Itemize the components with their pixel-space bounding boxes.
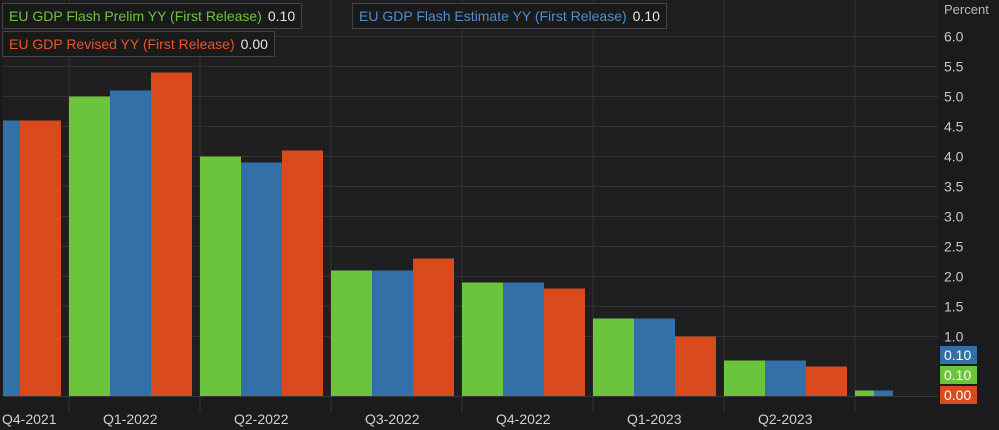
y-tick-label: 6.0 <box>944 29 964 45</box>
value-badge-estimate: 0.10 <box>944 347 971 363</box>
y-tick-label: 3.5 <box>944 179 964 195</box>
bar-revised[interactable] <box>806 366 847 397</box>
y-tick-label: 5.0 <box>944 89 964 105</box>
bar-estimate[interactable] <box>241 162 282 397</box>
bar-revised[interactable] <box>20 120 61 397</box>
bar-prelim[interactable] <box>331 270 372 397</box>
bar-estimate[interactable] <box>372 270 413 397</box>
legend-item-revised[interactable]: EU GDP Revised YY (First Release) 0.00 <box>2 31 275 57</box>
legend-label-prelim: EU GDP Flash Prelim YY (First Release) <box>9 8 262 24</box>
bar-prelim[interactable] <box>200 156 241 397</box>
bar-revised[interactable] <box>544 288 585 397</box>
bar-estimate[interactable] <box>503 282 544 397</box>
legend-value-prelim: 0.10 <box>267 8 296 24</box>
x-tick-label: Q2-2022 <box>234 411 289 427</box>
y-tick-label: 2.0 <box>944 269 964 285</box>
y-axis-unit-label: Percent <box>944 2 989 17</box>
value-badge-revised-bg <box>940 386 977 404</box>
legend-item-prelim[interactable]: EU GDP Flash Prelim YY (First Release) 0.… <box>2 3 303 29</box>
y-tick-label: 2.5 <box>944 239 964 255</box>
x-tick-label: Q2-2023 <box>758 411 813 427</box>
value-badge-prelim-bg <box>940 366 977 384</box>
value-badge-estimate-bg <box>940 346 977 364</box>
bar-estimate[interactable] <box>874 390 893 397</box>
bar-revised[interactable] <box>675 336 716 397</box>
bar-estimate[interactable] <box>0 120 20 397</box>
bar-estimate[interactable] <box>110 90 151 397</box>
bars-group <box>0 72 893 397</box>
bar-prelim[interactable] <box>462 282 503 397</box>
bar-revised[interactable] <box>151 72 192 397</box>
y-tick-label: 1.5 <box>944 299 964 315</box>
legend-value-revised: 0.00 <box>240 36 268 52</box>
y-tick-label: 1.0 <box>944 329 964 345</box>
y-tick-label: 5.5 <box>944 59 964 75</box>
y-tick-label: 3.0 <box>944 209 964 225</box>
value-badge-revised: 0.00 <box>944 387 971 403</box>
x-tick-label: Q1-2022 <box>103 411 158 427</box>
bar-estimate[interactable] <box>634 318 675 397</box>
bar-prelim[interactable] <box>593 318 634 397</box>
legend-item-estimate[interactable]: EU GDP Flash Estimate YY (First Release)… <box>352 3 667 29</box>
x-tick-label: Q4-2022 <box>496 411 551 427</box>
legend-label-revised: EU GDP Revised YY (First Release) <box>9 36 235 52</box>
bar-prelim[interactable] <box>69 96 110 397</box>
x-tick-label: Q1-2023 <box>627 411 682 427</box>
legend-value-estimate: 0.10 <box>632 8 660 24</box>
x-tick-label: Q4-2021 <box>2 411 57 427</box>
value-badge-prelim: 0.10 <box>944 367 971 383</box>
x-tick-label: Q3-2022 <box>365 411 420 427</box>
bar-revised[interactable] <box>282 150 323 397</box>
bar-estimate[interactable] <box>765 360 806 397</box>
y-tick-label: 4.0 <box>944 149 964 165</box>
legend-label-estimate: EU GDP Flash Estimate YY (First Release) <box>359 8 627 24</box>
bar-prelim[interactable] <box>855 390 874 397</box>
bar-revised[interactable] <box>413 258 454 397</box>
y-tick-label: 4.5 <box>944 119 964 135</box>
bar-prelim[interactable] <box>724 360 765 397</box>
